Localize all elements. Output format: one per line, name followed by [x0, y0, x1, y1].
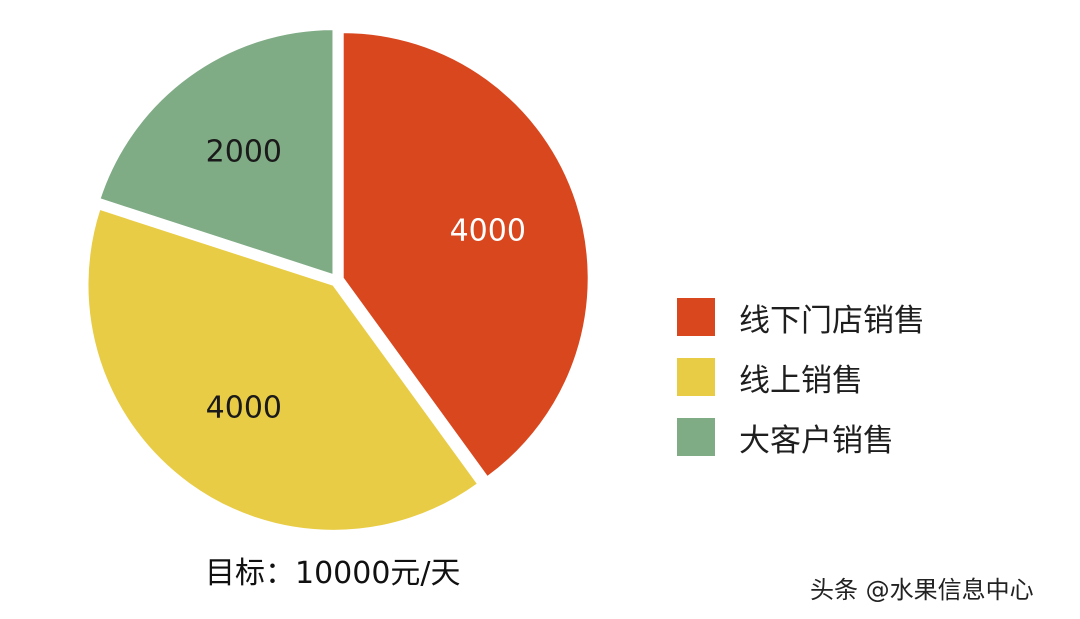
legend-label-offline-store: 线下门店销售 — [739, 302, 925, 339]
legend-label-online: 线上销售 — [739, 362, 863, 399]
legend-swatch-online — [677, 358, 715, 396]
chart-legend: 线下门店销售 线上销售 大客户销售 — [677, 297, 977, 477]
pie-slice-key-account — [98, 28, 335, 277]
legend-swatch-key-account — [677, 418, 715, 456]
data-label-online: 4000 — [206, 391, 282, 426]
data-label-offline-store: 4000 — [450, 214, 526, 249]
legend-item-offline-store: 线下门店销售 — [677, 297, 977, 339]
pie-slice-offline-store — [341, 31, 590, 479]
data-label-key-account: 2000 — [206, 134, 282, 169]
chart-caption-target: 目标：10000元/天 — [205, 556, 461, 591]
legend-item-online: 线上销售 — [677, 357, 977, 399]
watermark: 头条 @水果信息中心 — [810, 576, 1034, 604]
legend-swatch-offline-store — [677, 298, 715, 336]
legend-item-key-account: 大客户销售 — [677, 417, 977, 459]
pie-slice-online — [86, 207, 480, 532]
legend-label-key-account: 大客户销售 — [739, 422, 894, 459]
